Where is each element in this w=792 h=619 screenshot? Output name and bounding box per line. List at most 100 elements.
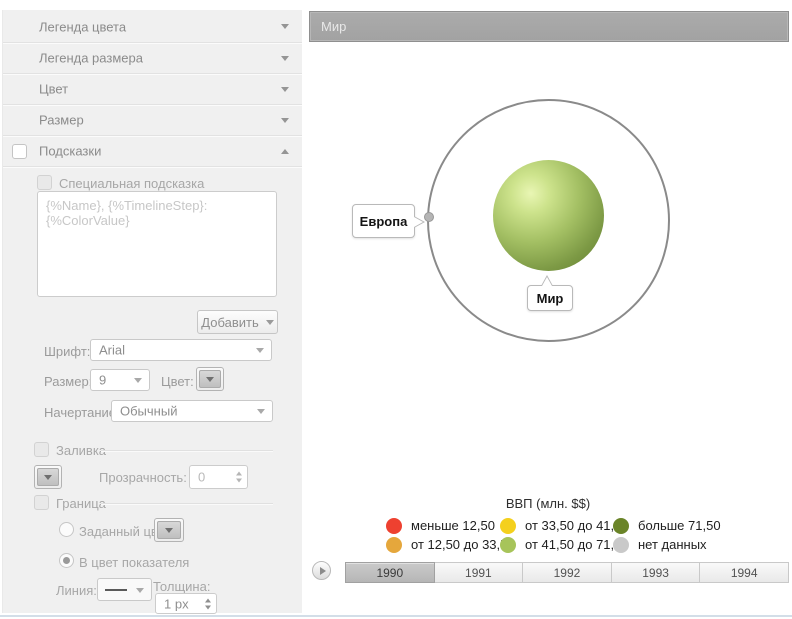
timeline-year-1993[interactable]: 1993 <box>611 562 701 583</box>
panel-header-color-legend[interactable]: Легенда цвета <box>3 11 302 42</box>
panel-label: Цвет <box>39 81 69 97</box>
legend-dot-light-green <box>500 536 516 553</box>
thickness-spinner[interactable]: 1 px <box>155 593 217 614</box>
timeline-play-button[interactable] <box>312 561 331 580</box>
font-size-value: 9 <box>99 372 107 388</box>
font-value: Arial <box>99 342 126 358</box>
legend-item-label: от 41,50 до 71,50 <box>525 537 629 552</box>
legend-dot-yellow <box>500 517 516 534</box>
thickness-label: Толщина: <box>153 579 211 594</box>
special-tooltip-label: Специальная подсказка <box>59 176 205 191</box>
font-select[interactable]: Arial <box>90 339 272 361</box>
font-label: Шрифт: <box>44 344 91 359</box>
legend-item: больше 71,50 <box>613 516 721 535</box>
transparency-value: 0 <box>198 469 206 485</box>
color-swatch <box>37 468 59 486</box>
chevron-down-icon <box>281 118 289 123</box>
legend-item: нет данных <box>613 535 721 554</box>
world-callout[interactable]: Мир <box>527 275 573 311</box>
panel-header-size[interactable]: Размер <box>3 104 302 135</box>
border-checkbox[interactable] <box>34 495 49 510</box>
chevron-down-icon <box>265 319 274 325</box>
chart-title-bar: Мир <box>309 11 789 42</box>
line-style-label: Линия: <box>56 583 97 598</box>
font-style-select[interactable]: Обычный <box>111 400 273 422</box>
fill-color-picker[interactable] <box>34 465 62 489</box>
legend-dot-gray <box>613 536 629 553</box>
legend-item-label: от 33,50 до 41,50 <box>525 518 629 533</box>
chevron-down-icon <box>281 24 289 29</box>
spinner-arrows-icon[interactable] <box>205 598 211 609</box>
add-button-label: Добавить <box>201 314 259 330</box>
transparency-spinner[interactable]: 0 <box>189 465 248 489</box>
legend-item-label: меньше 12,50 <box>411 518 495 533</box>
divider <box>101 450 273 451</box>
timeline-year-1991[interactable]: 1991 <box>434 562 524 583</box>
legend-item-label: нет данных <box>638 537 707 552</box>
font-size-select[interactable]: 9 <box>90 369 150 391</box>
ring-anchor-dot <box>424 212 434 222</box>
chevron-down-icon <box>165 527 173 533</box>
color-swatch <box>157 521 181 539</box>
divider <box>101 503 273 504</box>
legend-item: от 33,50 до 41,50 <box>500 516 629 535</box>
legend-dot-orange <box>386 536 402 553</box>
font-style-label: Начертание: <box>44 405 120 420</box>
chevron-down-icon <box>136 587 144 593</box>
tooltip-template-input[interactable]: {%Name}, {%TimelineStep}: {%ColorValue} <box>37 191 277 297</box>
panel-label: Размер <box>39 112 84 128</box>
page-bottom-border <box>0 615 792 617</box>
chevron-down-icon <box>281 56 289 61</box>
chevron-up-icon <box>281 149 289 154</box>
color-swatch <box>199 370 221 388</box>
special-tooltip-checkbox[interactable] <box>37 175 52 190</box>
legend-item: от 12,50 до 33,50 <box>386 535 515 554</box>
indicator-color-radio[interactable] <box>59 553 74 568</box>
chevron-down-icon <box>44 474 52 480</box>
timeline-year-1994[interactable]: 1994 <box>700 562 789 583</box>
add-button[interactable]: Добавить <box>197 310 278 334</box>
line-style-select[interactable] <box>97 578 152 601</box>
panel-header-color[interactable]: Цвет <box>3 73 302 104</box>
chevron-down-icon <box>281 87 289 92</box>
spinner-arrows-icon[interactable] <box>236 471 242 483</box>
legend-item: меньше 12,50 <box>386 516 500 535</box>
legend-dot-dark-green <box>613 517 629 534</box>
timeline-year-1990[interactable]: 1990 <box>345 562 435 583</box>
legend-item: от 41,50 до 71,50 <box>500 535 629 554</box>
indicator-color-radio-label: В цвет показателя <box>79 555 190 570</box>
fill-checkbox[interactable] <box>34 442 49 457</box>
font-style-value: Обычный <box>120 403 178 419</box>
font-size-label: Размер: <box>44 374 93 389</box>
chevron-down-icon <box>134 378 142 383</box>
panel-header-size-legend[interactable]: Легенда размера <box>3 42 302 73</box>
chevron-down-icon <box>256 348 264 353</box>
thickness-value: 1 px <box>164 596 189 611</box>
border-color-picker[interactable] <box>154 518 184 542</box>
font-color-picker[interactable] <box>196 367 224 391</box>
panel-label: Подсказки <box>39 143 102 159</box>
europe-callout[interactable]: Европа <box>352 204 425 238</box>
font-color-label: Цвет: <box>161 374 194 389</box>
transparency-label: Прозрачность: <box>99 470 187 485</box>
chevron-down-icon <box>257 409 265 414</box>
border-section-label: Граница <box>56 496 106 511</box>
play-icon <box>319 566 326 575</box>
legend-title: ВВП (млн. $$) <box>505 496 591 511</box>
panel-header-tooltips[interactable]: Подсказки <box>3 135 302 166</box>
custom-color-radio[interactable] <box>59 522 74 537</box>
panel-label: Легенда размера <box>39 50 143 66</box>
chart-title: Мир <box>321 19 347 34</box>
europe-callout-label: Европа <box>359 213 408 229</box>
world-callout-label: Мир <box>536 290 564 306</box>
legend-dot-red <box>386 517 402 534</box>
line-sample <box>105 588 127 591</box>
custom-color-radio-label: Заданный цвет: <box>79 524 175 539</box>
tooltips-checkbox[interactable] <box>12 144 27 159</box>
settings-sidebar: Легенда цвета Легенда размера Цвет Разме… <box>2 10 302 614</box>
timeline-year-1992[interactable]: 1992 <box>523 562 612 583</box>
timeline: 1990 1991 1992 1993 1994 <box>345 562 789 583</box>
world-bubble[interactable] <box>493 160 604 271</box>
divider <box>3 166 302 167</box>
legend-item-label: от 12,50 до 33,50 <box>411 537 515 552</box>
